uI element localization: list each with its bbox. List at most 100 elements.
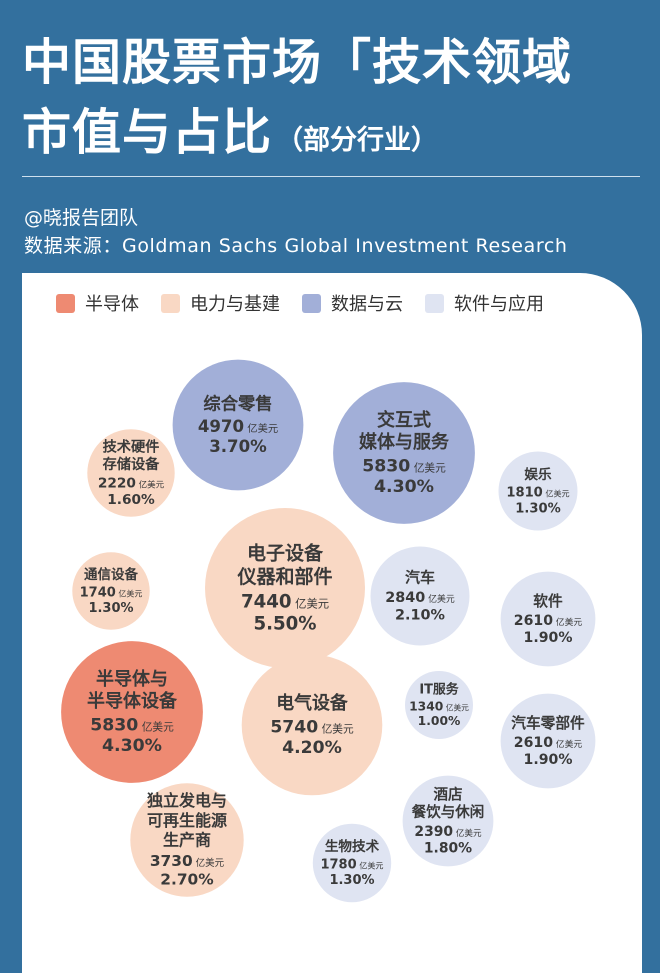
- legend: 半导体 电力与基建 数据与云 软件与应用: [56, 290, 566, 316]
- legend-label: 电力与基建: [190, 294, 280, 315]
- bubble-circle: [205, 508, 365, 668]
- bubble-circle: [72, 552, 150, 630]
- bubble-percent: 4.20%: [282, 738, 342, 758]
- bubble-circle: [370, 546, 470, 646]
- bubble-percent: 1.90%: [524, 630, 573, 646]
- title-line-1: 中国股票市场「技术领域: [22, 34, 573, 91]
- legend-swatch: [161, 293, 180, 313]
- bubble-value: 1810 亿美元: [506, 486, 569, 501]
- bubble-label: 娱乐: [524, 466, 552, 483]
- bubble-percent: 1.30%: [329, 873, 374, 888]
- bubble-label: 生产商: [163, 830, 211, 849]
- bubble-circle: [172, 359, 304, 491]
- legend-label: 半导体: [85, 294, 139, 315]
- legend-item-software: 软件与应用: [425, 290, 544, 316]
- bubble-percent: 1.60%: [107, 492, 155, 508]
- bubble-percent: 1.30%: [515, 501, 560, 516]
- legend-swatch: [425, 293, 444, 313]
- bubble-circle: [500, 571, 596, 667]
- bubble-label: IT服务: [419, 682, 458, 698]
- bubble-value: 1340 亿美元: [409, 699, 469, 713]
- bubble-label: 电气设备: [276, 692, 349, 714]
- bubble-value: 5740 亿美元: [270, 717, 354, 737]
- bubble-label: 半导体与: [96, 668, 168, 690]
- bubble-circle: [333, 382, 475, 524]
- bubble-label: 生物技术: [325, 838, 380, 855]
- bubble: 汽车 2840 亿美元 2.10%: [370, 546, 470, 646]
- bubble-label: 电子设备: [247, 542, 324, 565]
- legend-item-data_cloud: 数据与云: [302, 290, 403, 316]
- legend-swatch: [302, 293, 321, 313]
- bubble-circle: [61, 641, 203, 783]
- bubble-percent: 2.70%: [160, 871, 213, 889]
- bubble-percent: 4.30%: [374, 477, 434, 497]
- bubble-percent: 1.00%: [418, 714, 461, 728]
- bubble-value: 2390 亿美元: [414, 824, 482, 840]
- bubble-label: 仪器和部件: [236, 565, 332, 588]
- title-suffix: （部分行业）: [276, 125, 439, 156]
- bubble-circle: [312, 823, 392, 903]
- bubble-label: 可再生能源: [147, 811, 227, 830]
- data-source: 数据来源：Goldman Sachs Global Investment Res…: [24, 235, 568, 257]
- bubble-percent: 2.10%: [395, 608, 445, 624]
- legend-swatch: [56, 293, 75, 313]
- bubble-label: 软件: [533, 592, 563, 610]
- bubble-value: 4970 亿美元: [198, 417, 278, 436]
- bubble-value: 2610 亿美元: [514, 613, 583, 629]
- bubble-label: 媒体与服务: [359, 431, 450, 453]
- bubble-percent: 5.50%: [253, 613, 316, 634]
- bubble-value: 1780 亿美元: [320, 858, 383, 873]
- author-credit: @晓报告团队: [24, 207, 139, 229]
- bubble-circle: [498, 451, 578, 531]
- bubble-circle: [87, 429, 175, 517]
- bubble-circle: [500, 693, 596, 789]
- title-line-2: 市值与占比 （部分行业）: [22, 108, 438, 157]
- bubble-label: 餐饮与休闲: [412, 803, 485, 821]
- bubble-value: 1740 亿美元: [80, 586, 143, 601]
- header-divider: [22, 176, 640, 177]
- bubble-label: 独立发电与: [147, 791, 227, 810]
- bubble-label: 半导体设备: [87, 690, 178, 712]
- bubble-value: 5830 亿美元: [362, 456, 446, 476]
- bubble-label: 汽车: [405, 569, 435, 587]
- bubble-circle: [405, 671, 473, 739]
- bubble-label: 通信设备: [84, 566, 138, 583]
- bubble-percent: 1.30%: [88, 601, 133, 616]
- bubble-label: 综合零售: [203, 394, 272, 415]
- legend-item-power: 电力与基建: [161, 290, 280, 316]
- bubble-label: 汽车零部件: [511, 714, 585, 732]
- legend-label: 软件与应用: [454, 294, 544, 315]
- bubble-label: 酒店: [434, 785, 463, 803]
- title-main: 市值与占比: [22, 104, 273, 161]
- bubble-percent: 1.80%: [424, 840, 472, 856]
- bubble-value: 2840 亿美元: [385, 590, 455, 606]
- bubble-percent: 3.70%: [209, 437, 267, 456]
- chart-panel: 半导体 电力与基建 数据与云 软件与应用 综合零售 4970 亿美元 3.70% 交互式 媒体…: [22, 273, 642, 973]
- bubble-circle: [402, 775, 494, 867]
- legend-label: 数据与云: [331, 294, 403, 315]
- bubble-value: 3730 亿美元: [150, 852, 225, 870]
- bubble-circle: [241, 654, 383, 796]
- bubble-value: 2610 亿美元: [514, 735, 583, 751]
- bubble-percent: 4.30%: [102, 736, 162, 756]
- bubble-value: 5830 亿美元: [90, 715, 174, 735]
- bubble-percent: 1.90%: [524, 752, 573, 768]
- legend-item-semiconductor: 半导体: [56, 290, 139, 316]
- bubble-label: 交互式: [377, 409, 431, 431]
- bubble-value: 7440 亿美元: [241, 591, 329, 612]
